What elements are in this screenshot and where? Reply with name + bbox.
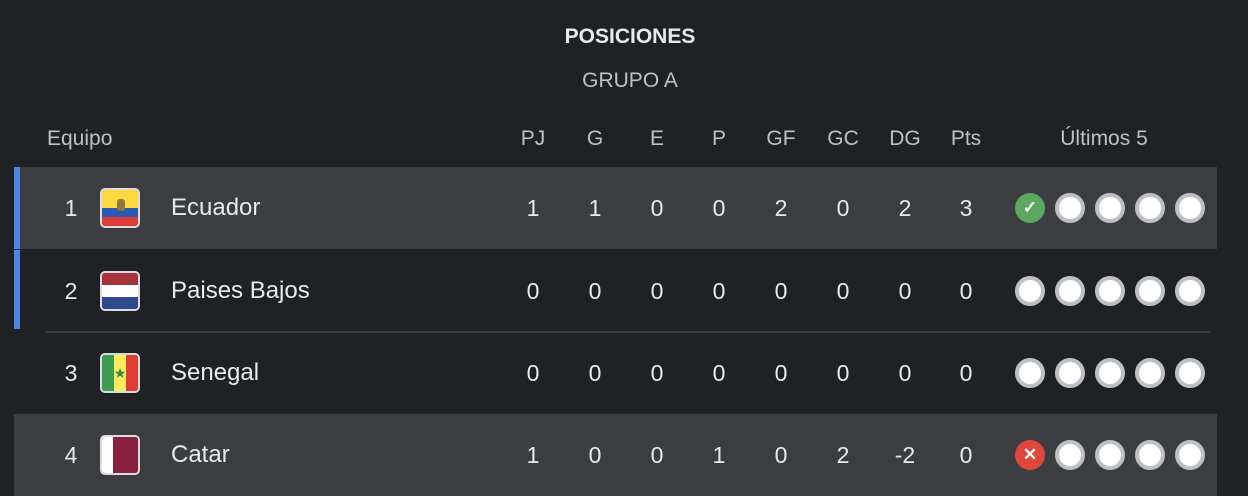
no-match-circle-icon[interactable] xyxy=(1175,440,1205,470)
stat-dg: -2 xyxy=(894,442,916,468)
table-row[interactable]: 4 Catar 1 0 0 1 0 2 -2 0 ✕ xyxy=(14,414,1217,496)
stat-gf: 0 xyxy=(774,442,788,468)
header-pj: PJ xyxy=(520,127,546,150)
stat-gf: 2 xyxy=(774,195,788,221)
qualification-marker xyxy=(14,250,20,329)
netherlands-flag xyxy=(100,271,140,311)
stat-e: 0 xyxy=(650,442,664,468)
loss-x-icon[interactable]: ✕ xyxy=(1015,440,1045,470)
team-name[interactable]: Paises Bajos xyxy=(171,277,310,304)
stat-e: 0 xyxy=(650,195,664,221)
stat-gc: 2 xyxy=(836,442,850,468)
win-check-icon[interactable]: ✓ xyxy=(1015,193,1045,223)
no-match-circle-icon[interactable] xyxy=(1095,440,1125,470)
no-match-circle-icon[interactable] xyxy=(1095,276,1125,306)
no-match-circle-icon[interactable] xyxy=(1175,193,1205,223)
stat-pts: 0 xyxy=(959,278,973,304)
team-position: 2 xyxy=(64,278,78,304)
team-name[interactable]: Catar xyxy=(171,441,230,468)
table-row[interactable]: 1 Ecuador 1 1 0 0 2 0 2 3 ✓ xyxy=(14,167,1217,249)
stat-p: 1 xyxy=(712,442,726,468)
team-position: 4 xyxy=(64,442,78,468)
stat-gc: 0 xyxy=(836,360,850,386)
header-pts: Pts xyxy=(950,127,982,150)
stat-g: 0 xyxy=(588,360,602,386)
no-match-circle-icon[interactable] xyxy=(1055,193,1085,223)
stat-gf: 0 xyxy=(774,360,788,386)
header-gf: GF xyxy=(766,127,796,150)
header-last5: Últimos 5 xyxy=(1060,127,1148,150)
team-position: 1 xyxy=(64,195,78,221)
team-name[interactable]: Senegal xyxy=(171,359,260,386)
stat-dg: 2 xyxy=(898,195,912,221)
stat-pj: 0 xyxy=(526,278,540,304)
no-match-circle-icon[interactable] xyxy=(1135,193,1165,223)
no-match-circle-icon[interactable] xyxy=(1055,358,1085,388)
header-gc: GC xyxy=(827,127,859,150)
stat-dg: 0 xyxy=(898,278,912,304)
stat-pts: 0 xyxy=(959,360,973,386)
stat-gc: 0 xyxy=(836,195,850,221)
no-match-circle-icon[interactable] xyxy=(1135,276,1165,306)
stat-p: 0 xyxy=(712,278,726,304)
no-match-circle-icon[interactable] xyxy=(1095,193,1125,223)
qatar-flag xyxy=(100,435,140,475)
no-match-circle-icon[interactable] xyxy=(1015,276,1045,306)
stat-pj: 1 xyxy=(526,442,540,468)
stat-p: 0 xyxy=(712,195,726,221)
standings-title: POSICIONES xyxy=(564,25,696,48)
stat-p: 0 xyxy=(712,360,726,386)
stat-pj: 1 xyxy=(526,195,540,221)
stat-e: 0 xyxy=(650,278,664,304)
table-row[interactable]: 2 Paises Bajos 0 0 0 0 0 0 0 0 xyxy=(14,250,1217,332)
stat-pts: 0 xyxy=(959,442,973,468)
qualification-marker xyxy=(14,167,20,249)
no-match-circle-icon[interactable] xyxy=(1095,358,1125,388)
stat-pj: 0 xyxy=(526,360,540,386)
stat-gf: 0 xyxy=(774,278,788,304)
header-dg: DG xyxy=(889,127,921,150)
stat-e: 0 xyxy=(650,360,664,386)
table-row[interactable]: 3 ★ Senegal 0 0 0 0 0 0 0 0 xyxy=(14,332,1217,414)
header-e: E xyxy=(649,127,664,150)
group-name: GRUPO A xyxy=(582,69,678,92)
ecuador-flag xyxy=(100,188,140,228)
header-g: G xyxy=(586,127,604,150)
no-match-circle-icon[interactable] xyxy=(1135,440,1165,470)
no-match-circle-icon[interactable] xyxy=(1175,358,1205,388)
header-team: Equipo xyxy=(47,127,113,150)
no-match-circle-icon[interactable] xyxy=(1135,358,1165,388)
stat-g: 0 xyxy=(588,442,602,468)
senegal-flag: ★ xyxy=(100,353,140,393)
stat-gc: 0 xyxy=(836,278,850,304)
header-p: P xyxy=(711,127,726,150)
no-match-circle-icon[interactable] xyxy=(1055,276,1085,306)
no-match-circle-icon[interactable] xyxy=(1015,358,1045,388)
stat-dg: 0 xyxy=(898,360,912,386)
stat-pts: 3 xyxy=(959,195,973,221)
team-name[interactable]: Ecuador xyxy=(171,194,261,221)
team-position: 3 xyxy=(64,360,78,386)
no-match-circle-icon[interactable] xyxy=(1175,276,1205,306)
stat-g: 1 xyxy=(588,195,602,221)
row-divider xyxy=(46,331,1210,333)
no-match-circle-icon[interactable] xyxy=(1055,440,1085,470)
stat-g: 0 xyxy=(588,278,602,304)
